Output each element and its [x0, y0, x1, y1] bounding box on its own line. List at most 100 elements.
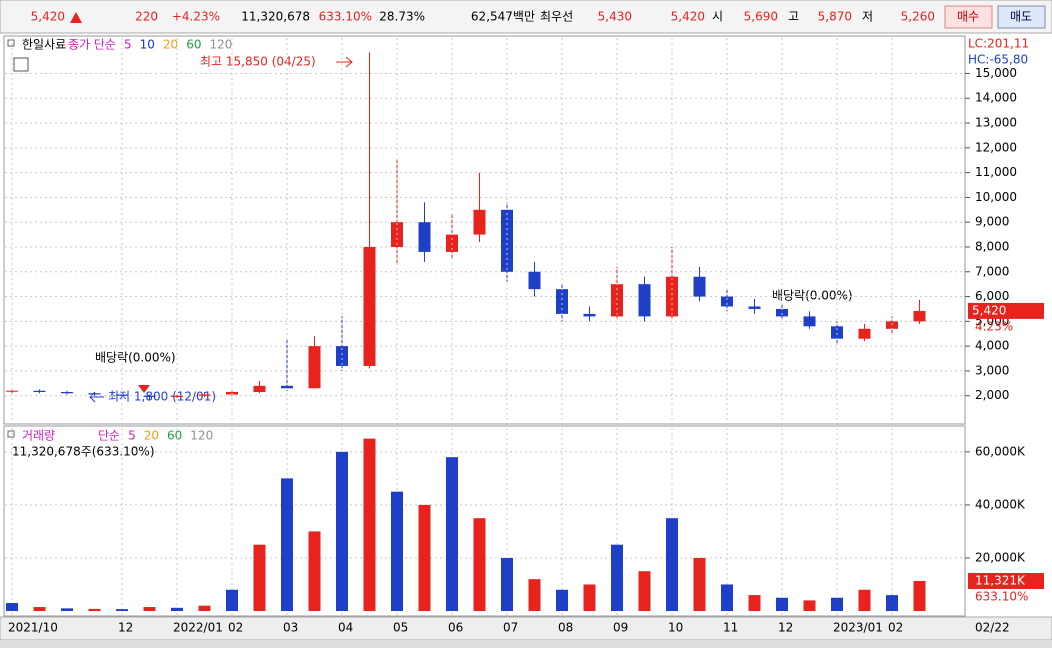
- candle-body: [33, 390, 46, 393]
- candle-body: [88, 393, 101, 395]
- volume-bar: [336, 451, 348, 611]
- candle-body: [171, 395, 183, 397]
- candle-body: [886, 321, 898, 329]
- volume-bar: [638, 571, 651, 611]
- volume-bar: [611, 544, 623, 611]
- candle-body: [363, 246, 376, 366]
- high-arrow: [336, 56, 353, 68]
- volume-bar: [666, 518, 678, 611]
- volume-bar: [308, 531, 321, 611]
- y-tick-label: 9,000: [975, 215, 1009, 229]
- candle-body: [611, 284, 623, 317]
- x-tick-label: 02: [228, 621, 243, 635]
- candle-body: [61, 392, 73, 394]
- volume-summary: 11,320,678주(633.10%): [12, 445, 155, 459]
- x-end-label: 02/22: [975, 621, 1010, 635]
- open-label: 시: [712, 10, 723, 24]
- legend-box: [7, 39, 15, 47]
- table-icon[interactable]: [13, 57, 29, 72]
- volume-bar: [473, 518, 486, 611]
- legend-period: 60: [186, 38, 201, 52]
- candle-body: [638, 284, 651, 317]
- legend-box: [7, 430, 15, 438]
- legend-period: 20: [163, 38, 178, 52]
- amount: 62,547백만: [471, 10, 535, 24]
- x-tick-label: 05: [393, 621, 408, 635]
- x-tick-label: 2021/10: [8, 621, 58, 635]
- volume-bar: [858, 589, 871, 611]
- sell-button[interactable]: [997, 5, 1046, 29]
- price-tag-label: 5,420: [972, 303, 1006, 317]
- ask: 5,430: [598, 10, 632, 24]
- high: 5,870: [818, 10, 852, 24]
- low: 5,260: [901, 10, 935, 24]
- volume-bar: [226, 589, 238, 611]
- legend-label: 단순: [98, 429, 120, 443]
- y-tick-label: 8,000: [975, 239, 1009, 253]
- volume-bar: [281, 478, 293, 611]
- low-label: 저: [862, 10, 873, 24]
- volume-bar: [446, 457, 458, 611]
- best-label: 최우선: [540, 10, 573, 24]
- legend-period: 5: [128, 429, 136, 443]
- legend-period: 120: [209, 38, 232, 52]
- buy-label[interactable]: 매수: [957, 10, 979, 24]
- y-tick-label: 7,000: [975, 264, 1009, 278]
- candle-body: [913, 310, 926, 322]
- dividend-label: 배당락(0.00%): [95, 351, 176, 365]
- volume-tag: [968, 572, 1044, 589]
- price-tag-pct: 4.23%: [975, 319, 1013, 333]
- volume-bar: [583, 584, 596, 611]
- change: 220: [135, 10, 158, 24]
- x-tick-label: 12: [118, 621, 133, 635]
- dividend-marker: [138, 385, 150, 393]
- candle-body: [556, 289, 568, 314]
- volume-bar: [253, 544, 266, 611]
- x-tick-label: 10: [668, 621, 683, 635]
- volume-bar: [501, 557, 513, 611]
- dividend-label: 배당락(0.00%): [772, 289, 853, 303]
- candle-body: [776, 308, 788, 317]
- lc-label: LC:201,11: [968, 37, 1029, 51]
- price: 5,420: [31, 10, 65, 24]
- candle-body: [253, 385, 266, 393]
- candle-body: [116, 394, 128, 396]
- volume-bar: [391, 491, 403, 611]
- hc-label: HC:-65,80: [968, 53, 1028, 67]
- volume-bar: [116, 609, 128, 611]
- volume-bar: [6, 603, 18, 611]
- candle-body: [666, 276, 678, 317]
- buy-button[interactable]: [944, 5, 993, 29]
- y-tick-label: 60,000K: [975, 444, 1026, 458]
- candle-body: [6, 390, 18, 392]
- volume-tag-ratio: 633.10%: [975, 589, 1028, 603]
- candle-body: [583, 313, 596, 317]
- volume: 11,320,678: [241, 10, 310, 24]
- y-tick-label: 4,000: [975, 339, 1009, 353]
- legend-period: 120: [190, 429, 213, 443]
- volume-bar: [748, 595, 761, 611]
- y-tick-label: 12,000: [975, 140, 1017, 154]
- candle-body: [721, 296, 733, 307]
- candle-body: [748, 306, 761, 309]
- candle-body: [336, 346, 348, 366]
- volume-bar: [363, 438, 376, 611]
- y-tick-label: 3,000: [975, 363, 1009, 377]
- volume-bar: [171, 607, 183, 611]
- volume-bar: [693, 557, 706, 611]
- stock-name: 한일사료: [22, 38, 66, 52]
- vol-ratio: 633.10%: [319, 10, 372, 24]
- x-tick-label: 11: [723, 621, 738, 635]
- turnover: 28.73%: [379, 10, 425, 24]
- x-tick-label: 08: [558, 621, 573, 635]
- x-tick-label: 09: [613, 621, 628, 635]
- volume-tag-label: 11,321K: [975, 573, 1026, 587]
- volume-bar: [886, 595, 898, 611]
- candle-body: [528, 271, 541, 290]
- sell-label[interactable]: 매도: [1010, 10, 1032, 24]
- volume-bar: [418, 504, 431, 611]
- x-tick-label: 06: [448, 621, 463, 635]
- change-pct: +4.23%: [172, 10, 220, 24]
- volume-bar: [88, 608, 101, 611]
